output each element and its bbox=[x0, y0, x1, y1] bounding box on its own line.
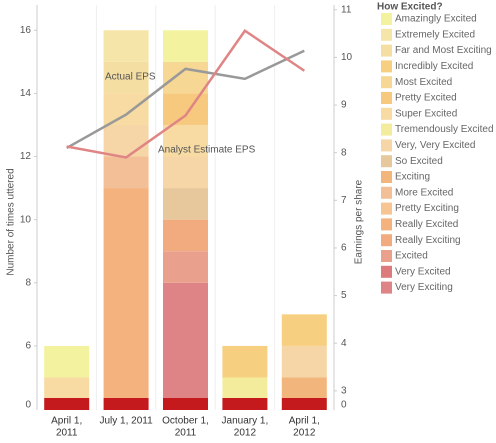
x-tick-label: April 1, bbox=[289, 416, 320, 427]
y-tick-label: 10 bbox=[20, 214, 32, 225]
legend-label: Incredibly Excited bbox=[395, 61, 473, 72]
legend-label: Very Exciting bbox=[395, 282, 453, 293]
bar-segment bbox=[222, 377, 268, 398]
bar-segment bbox=[222, 345, 268, 378]
legend-swatch bbox=[381, 92, 392, 104]
axis-break bbox=[281, 398, 327, 410]
x-tick-label: July 1, 2011 bbox=[100, 416, 154, 427]
bar-segment bbox=[103, 156, 149, 189]
legend-swatch bbox=[381, 44, 392, 57]
y2-tick-label: 5 bbox=[341, 290, 347, 301]
y-tick-label: 6 bbox=[25, 341, 31, 352]
axis-break bbox=[222, 398, 268, 410]
eps-line bbox=[66, 29, 305, 159]
bar-segment bbox=[103, 61, 149, 94]
bar-segment bbox=[163, 156, 208, 189]
legend-label: Super Excited bbox=[395, 108, 457, 119]
axis-break bbox=[44, 398, 90, 410]
legend-swatch bbox=[381, 202, 392, 215]
legend-swatch bbox=[381, 186, 392, 199]
legend-label: Amazingly Excited bbox=[395, 14, 477, 25]
legend-label: So Excited bbox=[395, 156, 443, 167]
x-tick-label: January 1, bbox=[222, 416, 269, 427]
axis-break bbox=[103, 398, 149, 410]
bar-segment bbox=[103, 30, 149, 62]
y-break-label: 0 bbox=[25, 400, 31, 411]
legend-label: More Excited bbox=[395, 187, 453, 198]
y2-tick-label: 3 bbox=[341, 385, 347, 396]
bar-segment bbox=[163, 282, 208, 398]
bar-segment bbox=[281, 377, 327, 398]
y2-tick-label: 10 bbox=[341, 52, 353, 63]
legend-swatch bbox=[381, 13, 392, 25]
eps-line bbox=[66, 49, 305, 149]
x-tick-label: 2011 bbox=[175, 428, 197, 439]
y-tick-label: 14 bbox=[20, 88, 32, 99]
y2-tick-label: 4 bbox=[341, 338, 347, 349]
y2-axis-title: Earnings per share bbox=[354, 179, 365, 264]
legend-swatch bbox=[381, 265, 392, 278]
legend-swatch bbox=[381, 60, 392, 73]
legend-swatch bbox=[381, 234, 392, 247]
y2-tick-label: 9 bbox=[341, 100, 347, 111]
legend-label: Tremendously Excited bbox=[395, 124, 494, 135]
bar-segment bbox=[163, 219, 208, 252]
legend-swatch bbox=[381, 281, 392, 294]
bar-segment bbox=[163, 188, 208, 220]
legend-label: Exciting bbox=[395, 172, 430, 183]
legend-label: Pretty Exciting bbox=[395, 203, 459, 214]
bar-segment bbox=[163, 61, 208, 94]
line-label: Actual EPS bbox=[105, 72, 156, 83]
y-tick-label: 8 bbox=[25, 277, 31, 288]
x-tick-label: 2012 bbox=[234, 428, 257, 439]
legend-label: Really Excited bbox=[395, 219, 458, 230]
legend-swatch bbox=[381, 28, 392, 41]
y2-tick-label: 7 bbox=[341, 195, 347, 206]
bar-segment bbox=[163, 124, 208, 157]
legend-title: How Excited? bbox=[377, 2, 443, 13]
axis-break bbox=[163, 398, 208, 410]
legend-swatch bbox=[381, 155, 392, 168]
legend-label: Extremely Excited bbox=[395, 29, 475, 40]
legend-swatch bbox=[381, 107, 392, 120]
bar-segment bbox=[103, 93, 149, 125]
y2-tick-label: 11 bbox=[341, 4, 352, 15]
bar-segment bbox=[163, 93, 208, 125]
bar-segment bbox=[103, 188, 149, 398]
line-label: Analyst Estimate EPS bbox=[158, 145, 256, 156]
legend-label: Far and Most Exciting bbox=[395, 45, 492, 56]
y2-tick-label: 8 bbox=[341, 147, 347, 158]
y-tick-label: 16 bbox=[20, 25, 32, 36]
x-tick-label: 2011 bbox=[56, 428, 78, 439]
legend-label: Most Excited bbox=[395, 77, 452, 88]
bar-segment bbox=[103, 124, 149, 157]
bar-segment bbox=[44, 345, 90, 378]
legend-swatch bbox=[381, 250, 392, 262]
bar-segment bbox=[281, 314, 327, 346]
x-tick-label: April 1, bbox=[51, 416, 82, 427]
bar-segment bbox=[163, 251, 208, 283]
legend-label: Excited bbox=[395, 251, 428, 262]
legend-label: Pretty Excited bbox=[395, 93, 457, 104]
legend-swatch bbox=[381, 139, 392, 152]
bar-segment bbox=[281, 345, 327, 378]
bar-segment bbox=[163, 30, 208, 62]
legend-swatch bbox=[381, 218, 392, 231]
y-tick-label: 12 bbox=[20, 151, 32, 162]
y2-tick-label: 6 bbox=[341, 243, 347, 254]
legend-swatch bbox=[381, 123, 392, 136]
y-axis-title: Number of times uttered bbox=[6, 168, 17, 275]
x-tick-label: 2012 bbox=[293, 428, 316, 439]
legend-swatch bbox=[381, 171, 392, 183]
x-tick-label: October 1, bbox=[162, 416, 209, 427]
y2-break-label: 0 bbox=[341, 400, 347, 411]
legend-label: Very Excited bbox=[395, 266, 451, 277]
legend-label: Really Exciting bbox=[395, 235, 461, 246]
legend-swatch bbox=[381, 76, 392, 89]
legend-label: Very, Very Excited bbox=[395, 140, 475, 151]
bar-segment bbox=[44, 377, 90, 398]
